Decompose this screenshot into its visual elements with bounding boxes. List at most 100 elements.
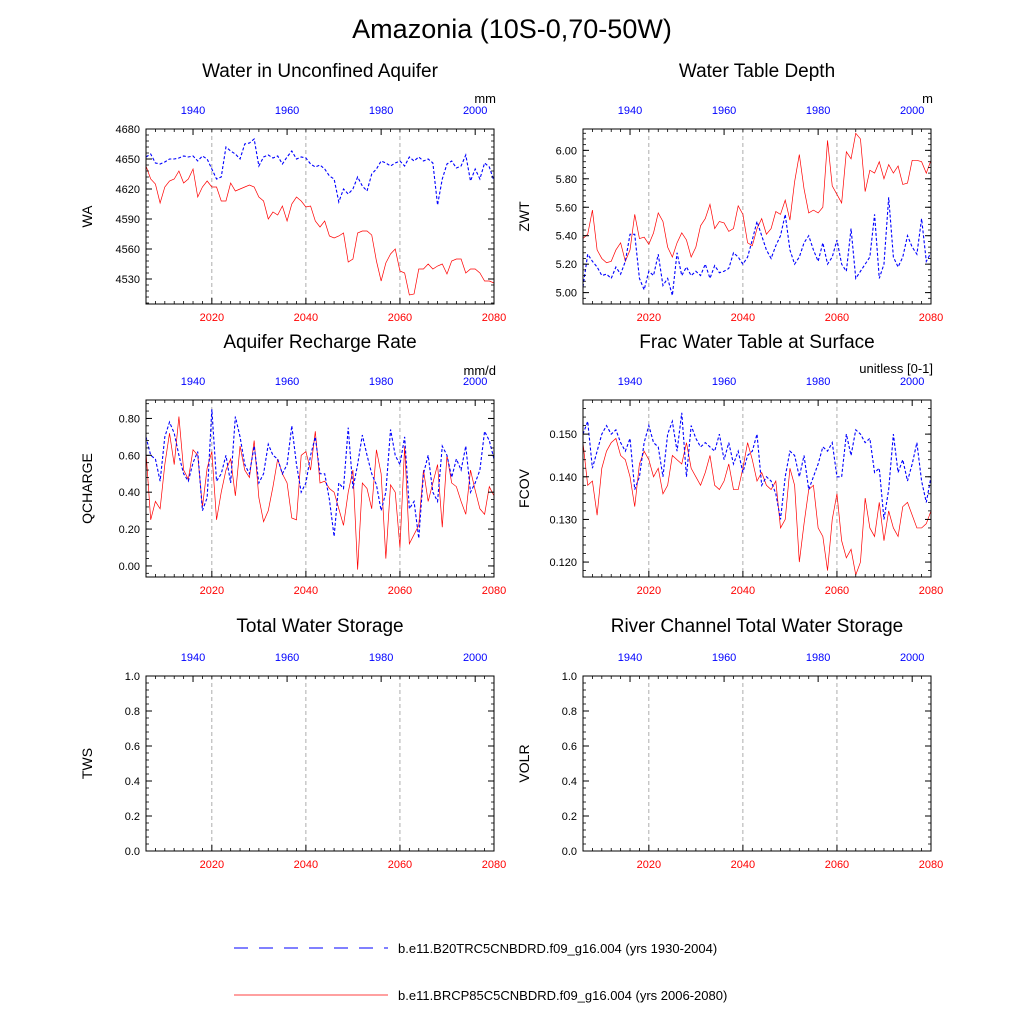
x-top-tick-label: 2000	[900, 652, 924, 664]
plot-zwt: 5.00 5.20 5.40 5.60 5.80 6.00 2020 2040 2060 2080…	[516, 105, 943, 324]
series-line-future	[145, 165, 495, 296]
y-tick-label: 4590	[116, 214, 140, 226]
y-tick-label: 0.40	[119, 487, 140, 499]
series-line-historical	[582, 412, 932, 520]
x-bottom-tick-label: 2020	[200, 859, 224, 871]
x-bottom-tick-label: 2040	[294, 859, 318, 871]
x-top-tick-label: 1960	[275, 652, 299, 664]
x-bottom-tick-label: 2060	[825, 859, 849, 871]
units-label-zwt: m	[922, 91, 933, 106]
y-tick-label: 4560	[116, 244, 140, 256]
x-top-tick-label: 2000	[900, 376, 924, 388]
y-tick-label: 0.60	[119, 450, 140, 462]
x-top-tick-label: 2000	[900, 105, 924, 117]
x-bottom-tick-label: 2040	[731, 585, 755, 597]
plot-qcharge: 0.00 0.20 0.40 0.60 0.80 2020 2040 2060 2080 1940…	[79, 376, 506, 597]
x-bottom-tick-label: 2080	[482, 859, 506, 871]
x-top-tick-label: 1980	[369, 376, 393, 388]
y-tick-label: 5.20	[556, 259, 577, 271]
x-top-tick-label: 1980	[806, 376, 830, 388]
y-tick-label: 0.8	[562, 706, 577, 718]
panel-title-tws: Total Water Storage	[236, 616, 404, 637]
y-tick-label: 0.4	[125, 776, 140, 788]
legend-label-historical: b.e11.B20TRC5CNBDRD.f09_g16.004 (yrs 193…	[398, 941, 718, 956]
y-tick-label: 0.6	[562, 741, 577, 753]
y-tick-label: 0.0	[125, 846, 140, 858]
y-axis-label: WA	[79, 205, 95, 228]
x-top-tick-label: 1960	[275, 376, 299, 388]
y-tick-label: 0.130	[549, 514, 577, 526]
series-line-future	[582, 437, 932, 577]
y-tick-label: 4650	[116, 154, 140, 166]
x-top-tick-label: 2000	[463, 376, 487, 388]
x-bottom-tick-label: 2060	[825, 312, 849, 324]
y-axis-label: VOLR	[516, 744, 532, 782]
x-top-tick-label: 1980	[806, 105, 830, 117]
y-tick-label: 0.00	[119, 561, 140, 573]
x-bottom-tick-label: 2040	[731, 859, 755, 871]
y-tick-label: 1.0	[562, 671, 577, 683]
series-line-historical	[145, 137, 495, 206]
x-bottom-tick-label: 2080	[482, 585, 506, 597]
x-bottom-tick-label: 2020	[200, 312, 224, 324]
x-bottom-tick-label: 2080	[919, 312, 943, 324]
y-tick-label: 4620	[116, 184, 140, 196]
x-bottom-tick-label: 2080	[919, 585, 943, 597]
y-tick-label: 4530	[116, 274, 140, 286]
x-bottom-tick-label: 2060	[388, 859, 412, 871]
x-top-tick-label: 2000	[463, 652, 487, 664]
plot-tws: 0.0 0.2 0.4 0.6 0.8 1.0 2020 2040 2060 2080 1940 19…	[79, 652, 506, 871]
y-tick-label: 5.80	[556, 174, 577, 186]
y-tick-label: 5.40	[556, 231, 577, 243]
x-top-tick-label: 1980	[806, 652, 830, 664]
panel-title-fcov: Frac Water Table at Surface	[639, 332, 875, 353]
x-top-tick-label: 1940	[618, 652, 642, 664]
panel-title-qcharge: Aquifer Recharge Rate	[223, 332, 417, 353]
y-tick-label: 0.4	[562, 776, 577, 788]
units-label-qcharge: mm/d	[463, 363, 497, 378]
x-top-tick-label: 1940	[618, 376, 642, 388]
legend-label-future: b.e11.BRCP85C5CNBDRD.f09_g16.004 (yrs 20…	[398, 988, 728, 1003]
plot-fcov: 0.120 0.130 0.140 0.150 2020 2040 2060 2080 1940…	[516, 376, 943, 597]
x-bottom-tick-label: 2020	[637, 859, 661, 871]
x-bottom-tick-label: 2020	[637, 585, 661, 597]
x-top-tick-label: 1960	[712, 376, 736, 388]
y-tick-label: 1.0	[125, 671, 140, 683]
plot-frame	[145, 675, 495, 852]
x-top-tick-label: 1940	[181, 105, 205, 117]
x-bottom-tick-label: 2080	[919, 859, 943, 871]
y-axis-label: QCHARGE	[79, 453, 95, 524]
y-axis-label: ZWT	[516, 201, 532, 232]
y-axis-label: TWS	[79, 748, 95, 779]
y-axis-label: FCOV	[516, 468, 532, 508]
panel-title-zwt: Water Table Depth	[678, 61, 836, 82]
x-bottom-tick-label: 2020	[637, 312, 661, 324]
series-line-future	[145, 416, 495, 570]
figure-title: Amazonia (10S-0,70-50W)	[352, 14, 672, 44]
y-tick-label: 0.2	[562, 811, 577, 823]
series-line-future	[582, 132, 932, 264]
x-bottom-tick-label: 2080	[482, 312, 506, 324]
units-label-fcov: unitless [0-1]	[859, 361, 933, 376]
plot-frame	[582, 399, 932, 578]
plot-frame	[582, 128, 932, 305]
x-top-tick-label: 2000	[463, 105, 487, 117]
y-tick-label: 0.140	[549, 472, 577, 484]
y-tick-label: 0.20	[119, 524, 140, 536]
y-tick-label: 0.8	[125, 706, 140, 718]
y-tick-label: 4680	[116, 124, 140, 136]
y-tick-label: 0.6	[125, 741, 140, 753]
plot-frame	[145, 399, 495, 578]
x-bottom-tick-label: 2060	[825, 585, 849, 597]
plot-wa: 4530 4560 4590 4620 4650 4680 2020 2040 2060 2080…	[79, 105, 506, 324]
panel-title-wa: Water in Unconfined Aquifer	[202, 61, 438, 82]
plot-volr: 0.0 0.2 0.4 0.6 0.8 1.0 2020 2040 2060 2080 1940 19…	[516, 652, 943, 871]
x-bottom-tick-label: 2060	[388, 312, 412, 324]
x-top-tick-label: 1940	[181, 376, 205, 388]
y-tick-label: 0.2	[125, 811, 140, 823]
x-top-tick-label: 1940	[181, 652, 205, 664]
x-bottom-tick-label: 2040	[731, 312, 755, 324]
x-top-tick-label: 1960	[275, 105, 299, 117]
units-label-wa: mm	[474, 91, 496, 106]
